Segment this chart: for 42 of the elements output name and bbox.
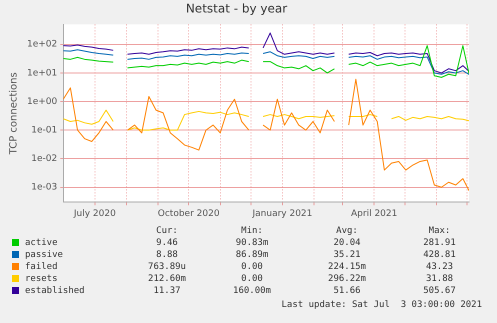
y-tick-label: 1e-02 (31, 154, 58, 164)
text: 281.91 (422, 237, 457, 249)
y-tick-label: 1e-01 (31, 125, 58, 136)
text: 35.21 (332, 249, 362, 261)
y-tick-label: 1e+00 (26, 96, 58, 107)
x-tick-label: January 2021 (251, 208, 312, 219)
y-tick-label: 1e+01 (26, 68, 58, 78)
text: 0.00 (240, 261, 264, 273)
text: Cur: (155, 225, 179, 237)
legend-label: active (24, 237, 59, 249)
text: Last update: Sat Jul 3 03:00:00 2021 (282, 300, 482, 310)
chart-title: Netstat - by year (186, 1, 288, 16)
text: 0.00 (240, 273, 264, 285)
text: 763.89u (147, 261, 187, 273)
text: 31.88 (424, 273, 454, 285)
text: 428.81 (422, 249, 457, 261)
y-tick-label: 1e-03 (31, 182, 58, 193)
text: 43.23 (424, 261, 454, 273)
text: 9.46 (155, 237, 179, 249)
text: 11.37 (152, 285, 182, 297)
x-tick-label: July 2020 (72, 208, 116, 219)
y-tick-label: 1e+02 (26, 40, 58, 50)
text: 51.66 (332, 285, 362, 297)
legend-label: resets (24, 273, 59, 285)
text: 224.15m (327, 261, 367, 273)
text: 160.00m (232, 285, 272, 297)
text: 20.04 (332, 237, 362, 249)
text: Max: (428, 225, 452, 237)
text: 86.89m (234, 249, 270, 261)
text: 296.22m (327, 273, 367, 285)
legend-label: failed (24, 261, 59, 273)
y-axis-title: TCP connections (8, 72, 20, 156)
legend-label: passive (24, 249, 64, 261)
text: Avg: (335, 225, 359, 237)
text: 505.67 (422, 285, 457, 297)
x-tick-label: April 2021 (351, 208, 398, 219)
text: 90.83m (234, 237, 270, 249)
x-tick-label: October 2020 (158, 208, 220, 219)
legend-label: established (24, 285, 86, 297)
text: 212.60m (147, 273, 187, 285)
text: 8.88 (155, 249, 179, 261)
text: Min: (240, 225, 264, 237)
